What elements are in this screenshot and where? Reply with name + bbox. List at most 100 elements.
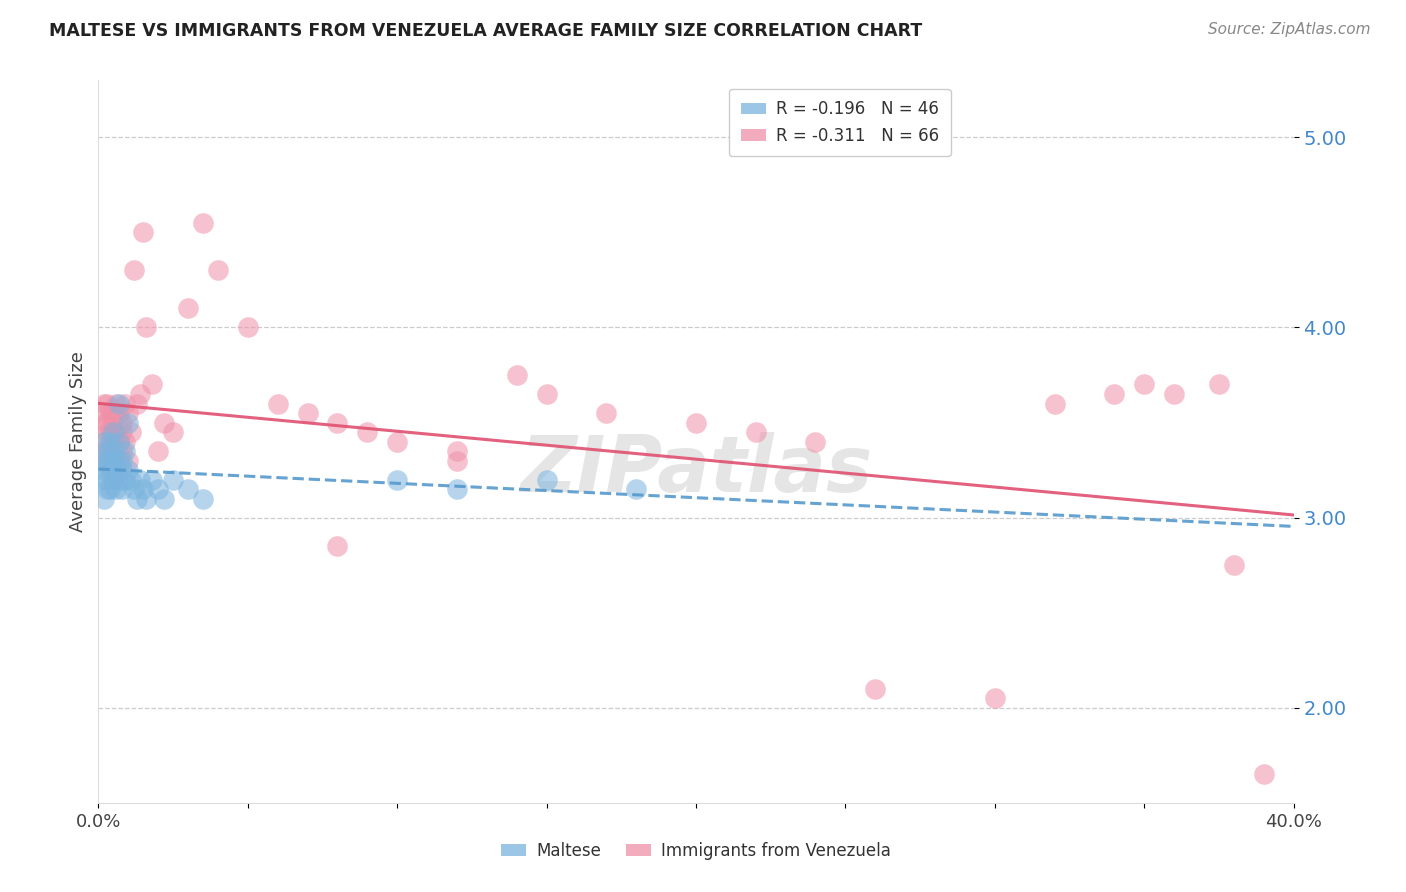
Point xyxy=(98,434,122,449)
Point xyxy=(96,453,118,467)
Point xyxy=(1208,377,1230,392)
Point xyxy=(536,387,558,401)
Point xyxy=(98,406,122,420)
Point xyxy=(162,425,184,439)
Point xyxy=(1104,387,1126,401)
Point xyxy=(98,453,122,467)
Point xyxy=(98,444,122,458)
Point xyxy=(105,453,128,467)
Point xyxy=(132,482,155,496)
Point xyxy=(93,444,115,458)
Point xyxy=(326,416,349,430)
Point xyxy=(93,434,115,449)
Point xyxy=(595,406,617,420)
Point xyxy=(108,396,131,410)
Point xyxy=(103,434,125,449)
Point xyxy=(153,491,176,506)
Point xyxy=(446,453,468,467)
Point xyxy=(105,396,128,410)
Point xyxy=(90,406,112,420)
Point xyxy=(132,226,155,240)
Point xyxy=(129,473,152,487)
Point xyxy=(326,539,349,553)
Point xyxy=(103,453,125,467)
Point xyxy=(124,263,146,277)
Text: ZIPatlas: ZIPatlas xyxy=(520,433,872,508)
Point xyxy=(236,320,259,334)
Point xyxy=(865,681,887,696)
Point xyxy=(103,444,125,458)
Point xyxy=(153,416,176,430)
Text: Source: ZipAtlas.com: Source: ZipAtlas.com xyxy=(1208,22,1371,37)
Point xyxy=(93,491,115,506)
Point xyxy=(446,444,468,458)
Point xyxy=(103,453,125,467)
Point xyxy=(1163,387,1185,401)
Legend: Maltese, Immigrants from Venezuela: Maltese, Immigrants from Venezuela xyxy=(495,836,897,867)
Point xyxy=(129,387,152,401)
Point xyxy=(297,406,319,420)
Point xyxy=(135,320,157,334)
Point xyxy=(191,491,214,506)
Point xyxy=(506,368,529,382)
Point xyxy=(1253,767,1275,781)
Point xyxy=(98,463,122,477)
Point xyxy=(385,473,409,487)
Point xyxy=(114,396,136,410)
Point xyxy=(108,434,131,449)
Point xyxy=(90,434,112,449)
Point xyxy=(96,425,118,439)
Point xyxy=(96,453,118,467)
Point xyxy=(1223,558,1246,573)
Point xyxy=(114,444,136,458)
Point xyxy=(111,444,134,458)
Point xyxy=(105,444,128,458)
Point xyxy=(177,482,200,496)
Point xyxy=(135,491,157,506)
Point xyxy=(267,396,290,410)
Point xyxy=(108,406,131,420)
Point xyxy=(108,453,131,467)
Point xyxy=(96,473,118,487)
Point xyxy=(804,434,827,449)
Point xyxy=(117,416,139,430)
Y-axis label: Average Family Size: Average Family Size xyxy=(69,351,87,532)
Point xyxy=(108,473,131,487)
Point xyxy=(96,416,118,430)
Point xyxy=(103,406,125,420)
Point xyxy=(90,473,112,487)
Point xyxy=(93,416,115,430)
Point xyxy=(105,463,128,477)
Point xyxy=(103,473,125,487)
Point xyxy=(141,473,163,487)
Point xyxy=(93,463,115,477)
Text: MALTESE VS IMMIGRANTS FROM VENEZUELA AVERAGE FAMILY SIZE CORRELATION CHART: MALTESE VS IMMIGRANTS FROM VENEZUELA AVE… xyxy=(49,22,922,40)
Point xyxy=(120,473,142,487)
Point xyxy=(98,482,122,496)
Point xyxy=(984,691,1007,706)
Point xyxy=(1133,377,1156,392)
Point xyxy=(111,425,134,439)
Point xyxy=(745,425,768,439)
Point xyxy=(114,434,136,449)
Point xyxy=(127,396,149,410)
Point xyxy=(108,434,131,449)
Point xyxy=(141,377,163,392)
Point xyxy=(105,482,128,496)
Point xyxy=(111,416,134,430)
Point xyxy=(446,482,468,496)
Point xyxy=(103,416,125,430)
Point xyxy=(177,301,200,316)
Point xyxy=(111,482,134,496)
Point xyxy=(117,406,139,420)
Point xyxy=(96,396,118,410)
Point xyxy=(117,463,139,477)
Point xyxy=(385,434,409,449)
Point xyxy=(96,482,118,496)
Point xyxy=(356,425,378,439)
Point xyxy=(148,482,170,496)
Point xyxy=(207,263,229,277)
Point xyxy=(98,425,122,439)
Point xyxy=(536,473,558,487)
Point xyxy=(191,216,214,230)
